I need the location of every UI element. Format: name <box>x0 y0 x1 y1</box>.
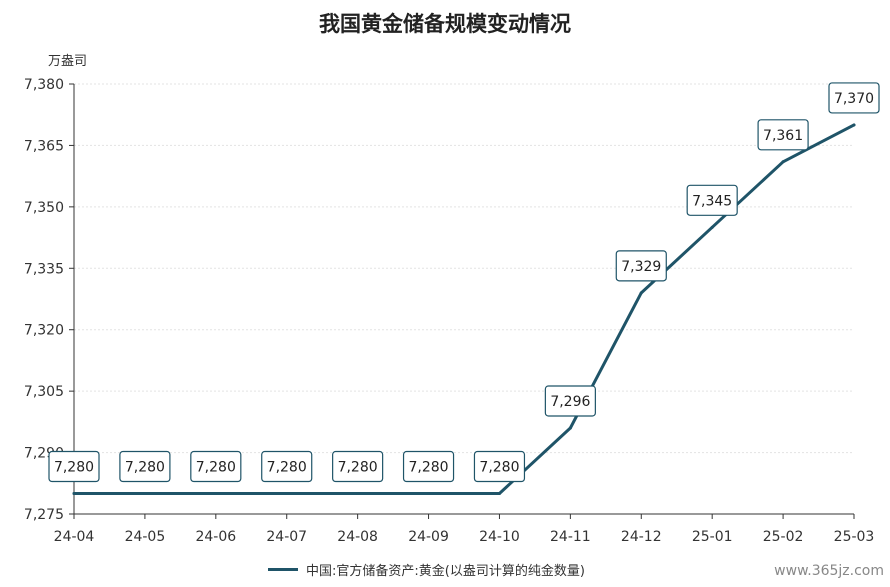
data-label: 7,280 <box>338 460 378 476</box>
line-chart: 7,2757,2907,3057,3207,3357,3507,3657,380… <box>24 77 880 545</box>
data-point <box>852 123 856 127</box>
legend-swatch <box>268 568 298 571</box>
y-tick-label: 7,380 <box>24 77 64 93</box>
data-point <box>356 492 360 496</box>
data-label: 7,280 <box>267 460 307 476</box>
y-tick-label: 7,365 <box>24 138 64 154</box>
y-tick-label: 7,275 <box>24 507 64 523</box>
data-label-box <box>190 450 242 483</box>
data-point <box>568 426 572 430</box>
x-tick-label: 25-02 <box>763 529 804 545</box>
x-tick-label: 24-05 <box>125 529 166 545</box>
data-label: 7,361 <box>763 128 803 144</box>
y-tick-label: 7,320 <box>24 323 64 339</box>
data-label: 7,280 <box>196 460 236 476</box>
legend-label: 中国:官方储备资产:黄金(以盎司计算的纯金数量) <box>306 564 585 579</box>
data-label-box <box>261 450 313 483</box>
x-tick-label: 24-11 <box>550 529 591 545</box>
chart-title: 我国黄金储备规模变动情况 <box>319 12 571 36</box>
x-tick-label: 25-03 <box>834 529 875 545</box>
series-line <box>72 123 856 496</box>
y-tick-label: 7,350 <box>24 200 64 216</box>
data-label: 7,345 <box>692 193 732 209</box>
y-tick-label: 7,305 <box>24 384 64 400</box>
data-point <box>497 492 501 496</box>
y-tick-label: 7,335 <box>24 261 64 277</box>
data-label-box <box>332 450 384 483</box>
data-label-box <box>119 450 171 483</box>
x-tick-label: 24-04 <box>54 529 95 545</box>
data-label-box <box>48 450 100 483</box>
x-tick-label: 24-07 <box>266 529 307 545</box>
y-axis-unit: 万盎司 <box>48 54 88 69</box>
data-label: 7,280 <box>125 460 165 476</box>
data-point <box>143 492 147 496</box>
data-point <box>427 492 431 496</box>
data-label: 7,280 <box>479 460 519 476</box>
x-tick-label: 24-09 <box>408 529 449 545</box>
data-label-box <box>473 450 526 483</box>
data-label: 7,329 <box>621 259 661 275</box>
data-point <box>285 492 289 496</box>
data-label: 7,280 <box>408 460 448 476</box>
watermark: www.365jz.com <box>774 563 884 579</box>
legend[interactable]: 中国:官方储备资产:黄金(以盎司计算的纯金数量) <box>268 560 585 579</box>
x-tick-label: 25-01 <box>692 529 733 545</box>
data-label-box <box>544 385 596 417</box>
data-label: 7,296 <box>550 394 590 410</box>
data-label-box <box>615 250 667 282</box>
data-label: 7,370 <box>834 91 874 107</box>
data-point <box>72 492 76 496</box>
data-label: 7,280 <box>54 460 94 476</box>
data-point <box>710 225 714 229</box>
x-tick-label: 24-08 <box>337 529 378 545</box>
data-label-box <box>757 119 809 151</box>
data-point <box>639 291 643 295</box>
x-tick-label: 24-10 <box>479 529 520 545</box>
data-point <box>781 160 785 164</box>
data-label-box <box>402 450 455 483</box>
data-label-box <box>828 82 880 114</box>
x-tick-label: 24-12 <box>621 529 662 545</box>
x-tick-label: 24-06 <box>195 529 236 545</box>
data-label-box <box>686 184 738 216</box>
data-point <box>214 492 218 496</box>
